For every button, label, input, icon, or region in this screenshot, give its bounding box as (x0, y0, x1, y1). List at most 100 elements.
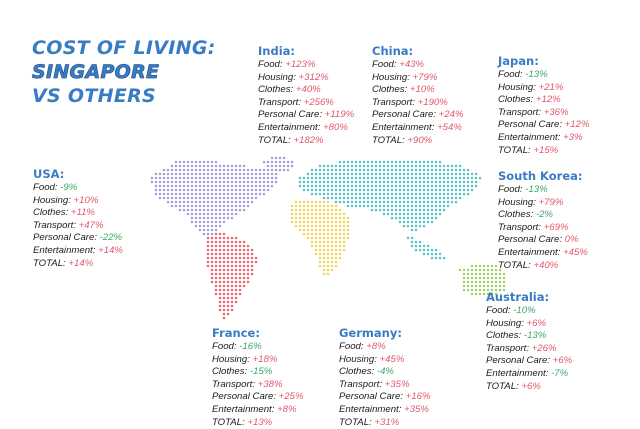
map-dot (422, 172, 426, 176)
map-dot (182, 164, 186, 168)
map-dot (318, 208, 322, 212)
map-dot (382, 164, 386, 168)
map-dot (250, 252, 254, 256)
map-dot (226, 176, 230, 180)
country-china: China: Food: +43% Housing: +79% Clothes: +… (372, 44, 463, 147)
map-dot (374, 200, 378, 204)
map-dot (310, 228, 314, 232)
map-dot (438, 208, 442, 212)
map-dot (178, 204, 182, 208)
stat-row: Entertainment: -7% (486, 368, 572, 381)
map-dot (250, 260, 254, 264)
map-dot (342, 196, 346, 200)
map-dot (470, 180, 474, 184)
map-dot (206, 252, 210, 256)
map-dot (250, 248, 254, 252)
map-dot (274, 172, 278, 176)
stat-label: TOTAL: (258, 134, 291, 146)
stat-value: +8% (366, 341, 386, 352)
map-dot (250, 184, 254, 188)
map-dot (434, 196, 438, 200)
map-dot (334, 212, 338, 216)
map-dot (214, 168, 218, 172)
map-dot (178, 168, 182, 172)
map-dot (174, 204, 178, 208)
map-dot (426, 176, 430, 180)
map-dot (218, 284, 222, 288)
stat-value: +12% (564, 119, 590, 131)
map-dot (310, 204, 314, 208)
map-dot (218, 184, 222, 188)
map-dot (322, 232, 326, 236)
map-dot (206, 184, 210, 188)
map-dot (370, 180, 374, 184)
map-dot (418, 212, 422, 216)
map-dot (370, 196, 374, 200)
map-dot (250, 176, 254, 180)
map-dot (218, 244, 222, 248)
map-dot (382, 172, 386, 176)
map-dot (326, 220, 330, 224)
map-dot (374, 208, 378, 212)
map-dot (474, 280, 478, 284)
map-dot (174, 192, 178, 196)
map-dot (394, 184, 398, 188)
map-dot (210, 268, 214, 272)
map-dot (362, 184, 366, 188)
map-dot (338, 256, 342, 260)
map-dot (310, 172, 314, 176)
map-dot (254, 176, 258, 180)
map-dot (202, 224, 206, 228)
map-dot (178, 180, 182, 184)
map-dot (430, 180, 434, 184)
map-dot (222, 196, 226, 200)
map-dot (230, 192, 234, 196)
stat-row: TOTAL: +90% (372, 135, 463, 148)
map-dot (410, 240, 414, 244)
map-dot (250, 196, 254, 200)
map-dot (466, 180, 470, 184)
stat-value: -22% (99, 232, 123, 244)
map-dot (346, 228, 350, 232)
map-dot (230, 292, 234, 296)
map-dot (222, 280, 226, 284)
map-dot (370, 208, 374, 212)
map-dot (242, 268, 246, 272)
map-dot (206, 164, 210, 168)
map-dot (334, 248, 338, 252)
map-dot (450, 188, 454, 192)
map-dot (334, 180, 338, 184)
map-dot (462, 176, 466, 180)
map-dot (238, 240, 242, 244)
map-dot (242, 280, 246, 284)
map-dot (170, 200, 174, 204)
stat-label: TOTAL: (212, 416, 245, 428)
map-dot (334, 252, 338, 256)
map-dot (238, 176, 242, 180)
map-dot (474, 276, 478, 280)
map-dot (246, 180, 250, 184)
map-dot (322, 212, 326, 216)
map-dot (470, 188, 474, 192)
map-dot (486, 272, 490, 276)
map-dot (206, 180, 210, 184)
map-dot (354, 204, 358, 208)
map-dot (174, 200, 178, 204)
map-dot (262, 172, 266, 176)
stat-row: Entertainment: +54% (372, 122, 463, 135)
map-dot (222, 220, 226, 224)
map-dot (298, 212, 302, 216)
map-dot (298, 216, 302, 220)
map-dot (210, 220, 214, 224)
map-dot (490, 288, 494, 292)
map-dot (202, 184, 206, 188)
map-dot (230, 256, 234, 260)
map-dot (206, 224, 210, 228)
map-dot (190, 176, 194, 180)
map-dot (298, 220, 302, 224)
map-dot (318, 236, 322, 240)
map-dot (286, 160, 290, 164)
map-dot (414, 164, 418, 168)
map-dot (342, 236, 346, 240)
map-dot (478, 176, 482, 180)
